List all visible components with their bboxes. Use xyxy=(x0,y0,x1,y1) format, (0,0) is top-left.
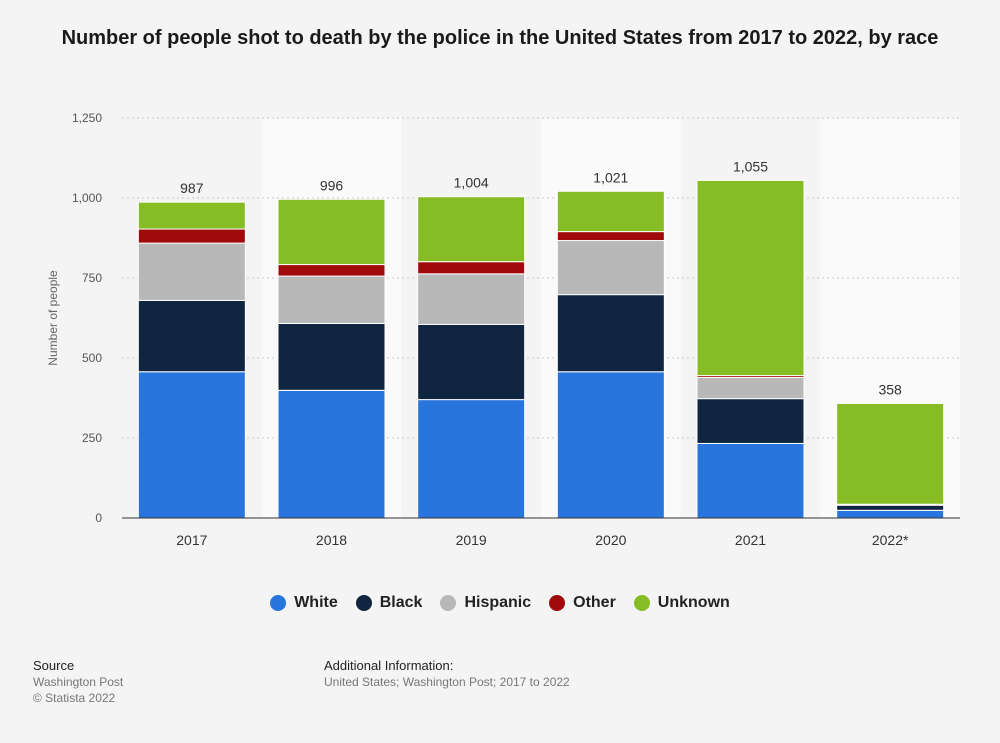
bar-segment-unknown[interactable] xyxy=(836,402,945,505)
bar-segment-hispanic[interactable] xyxy=(696,377,805,400)
bar-segment-unknown[interactable] xyxy=(696,179,805,377)
bar-total-label: 987 xyxy=(180,180,204,196)
bar-segment-black[interactable] xyxy=(277,322,386,391)
legend-swatch xyxy=(440,595,457,611)
bar-segment-white[interactable] xyxy=(277,389,386,519)
bar-segment-unknown[interactable] xyxy=(277,198,386,266)
bar-segment-other[interactable] xyxy=(137,228,246,244)
source-block: Source Washington Post © Statista 2022 xyxy=(33,658,123,706)
copyright: © Statista 2022 xyxy=(33,691,116,705)
bar-segment-hispanic[interactable] xyxy=(137,242,246,301)
legend-label: White xyxy=(294,594,338,611)
legend-item-hispanic[interactable]: Hispanic xyxy=(440,594,531,612)
total-labels: 987 996 1,004 1,021 1,055 358 xyxy=(180,158,902,397)
additional-info-heading: Additional Information: xyxy=(324,658,454,673)
bar-segment-hispanic[interactable] xyxy=(277,275,386,324)
bar-segment-white[interactable] xyxy=(417,399,526,519)
y-tick-label: 1,000 xyxy=(72,191,102,205)
y-axis-title: Number of people xyxy=(46,270,60,366)
legend-item-white[interactable]: White xyxy=(270,594,338,612)
y-tick-label: 0 xyxy=(95,511,102,525)
chart-title: Number of people shot to death by the po… xyxy=(61,27,939,49)
bar-segment-other[interactable] xyxy=(556,231,665,242)
y-axis-ticks: 0 250 500 750 1,000 1,250 xyxy=(72,111,102,525)
legend: White Black Hispanic Other Unknown xyxy=(0,594,1000,612)
bar-segment-white[interactable] xyxy=(556,371,665,519)
x-axis-labels: 2017 2018 2019 2020 2021 2022* xyxy=(176,532,909,548)
source-heading: Source xyxy=(33,658,75,673)
legend-item-unknown[interactable]: Unknown xyxy=(633,594,730,612)
y-tick-label: 250 xyxy=(82,431,102,445)
legend-swatch xyxy=(355,595,372,611)
legend-swatch xyxy=(633,595,650,611)
legend-label: Unknown xyxy=(657,594,730,611)
additional-info-block: Additional Information: United States; W… xyxy=(324,658,570,690)
legend-swatch xyxy=(270,595,287,611)
additional-info-text: United States; Washington Post; 2017 to … xyxy=(324,675,570,689)
bar-segment-white[interactable] xyxy=(696,442,805,519)
legend-label: Other xyxy=(573,594,616,611)
bar-segment-black[interactable] xyxy=(836,504,945,511)
bar-segment-black[interactable] xyxy=(556,294,665,373)
bar-segment-other[interactable] xyxy=(417,261,526,275)
bar-segment-black[interactable] xyxy=(137,299,246,373)
y-tick-label: 750 xyxy=(82,271,102,285)
bar-segment-white[interactable] xyxy=(137,371,246,519)
bar-segment-white[interactable] xyxy=(836,509,945,519)
y-tick-label: 500 xyxy=(82,351,102,365)
bar-segment-hispanic[interactable] xyxy=(417,273,526,325)
x-tick-label: 2020 xyxy=(595,532,626,548)
bars xyxy=(137,179,945,519)
x-tick-label: 2018 xyxy=(316,532,347,548)
bar-segment-unknown[interactable] xyxy=(556,190,665,233)
bar-total-label: 1,004 xyxy=(454,175,489,191)
legend-swatch xyxy=(549,595,566,611)
bar-segment-other[interactable] xyxy=(277,264,386,277)
legend-item-other[interactable]: Other xyxy=(549,594,616,612)
bar-segment-black[interactable] xyxy=(696,398,805,444)
legend-item-black[interactable]: Black xyxy=(355,594,423,612)
x-tick-label: 2022* xyxy=(872,532,909,548)
source-name: Washington Post xyxy=(33,675,124,689)
bar-segment-unknown[interactable] xyxy=(137,201,246,230)
bar-total-label: 1,021 xyxy=(593,169,628,185)
y-tick-label: 1,250 xyxy=(72,111,102,125)
x-tick-label: 2021 xyxy=(735,532,766,548)
bar-total-label: 996 xyxy=(320,177,344,193)
bar-total-label: 1,055 xyxy=(733,158,768,174)
bar-total-label: 358 xyxy=(878,381,902,397)
bar-segment-unknown[interactable] xyxy=(417,196,526,263)
legend-label: Hispanic xyxy=(464,594,532,611)
x-tick-label: 2019 xyxy=(456,532,487,548)
legend-label: Black xyxy=(379,594,423,611)
bar-segment-hispanic[interactable] xyxy=(556,240,665,296)
x-tick-label: 2017 xyxy=(176,532,207,548)
bar-segment-black[interactable] xyxy=(417,323,526,401)
